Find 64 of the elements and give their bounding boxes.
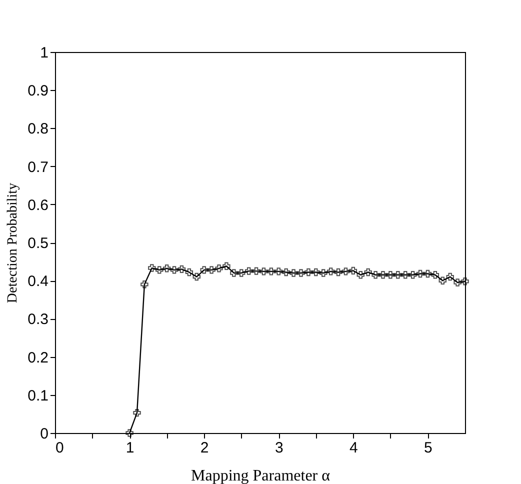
y-tick-label: 0.6 [28,196,48,214]
point [290,269,298,277]
y-tick-label: 0.5 [28,235,48,252]
point [446,272,454,281]
point [215,264,223,272]
point [200,266,208,274]
point [320,269,328,277]
point [431,271,440,279]
point [326,268,335,276]
point [461,278,469,286]
point [424,270,432,278]
point [156,266,164,274]
y-tick-label: 0 [40,426,48,442]
y-tick-label: 0.9 [28,82,48,100]
point [185,268,194,276]
y-tick-label: 0.7 [28,158,48,176]
point [192,272,200,281]
point [162,264,171,272]
point [364,268,372,276]
y-tick-label: 0.3 [28,311,48,328]
x-tick-label: 4 [350,440,358,456]
point [372,271,380,279]
point [267,268,276,276]
point [148,264,156,272]
point [312,268,320,276]
point [349,266,358,275]
point [402,271,410,279]
point [178,265,186,274]
point [170,266,178,274]
point [140,280,148,288]
point [297,269,305,277]
point [416,270,424,278]
point [244,267,253,275]
point [454,278,462,286]
x-tick-label: 2 [200,440,209,456]
y-tick-label: 0.8 [28,120,48,138]
point [386,271,394,279]
point [274,268,282,276]
x-axis-title: Mapping Parameter α [190,468,331,484]
y-tick-label: 0.1 [28,387,48,404]
y-tick-label: 0.4 [28,273,48,290]
point [282,268,290,276]
x-tick-label: 1 [126,440,134,456]
point [222,262,230,270]
point [438,276,446,284]
y-axis-title: Detection Probability [6,182,21,304]
point [238,269,246,277]
point [342,268,350,276]
point [304,268,312,276]
x-tick-label: 3 [274,440,284,456]
point [379,271,387,279]
point [394,271,402,279]
point [334,268,342,276]
x-tick-label: 0 [56,440,64,456]
x-tick-label: 5 [424,440,432,456]
point [408,271,417,279]
point [230,269,238,277]
point [208,266,216,274]
y-tick-label: 0.2 [28,349,48,366]
y-tick-label: 1 [40,44,48,62]
point [133,408,141,417]
point [356,271,364,279]
point [252,267,260,275]
point [260,268,268,276]
